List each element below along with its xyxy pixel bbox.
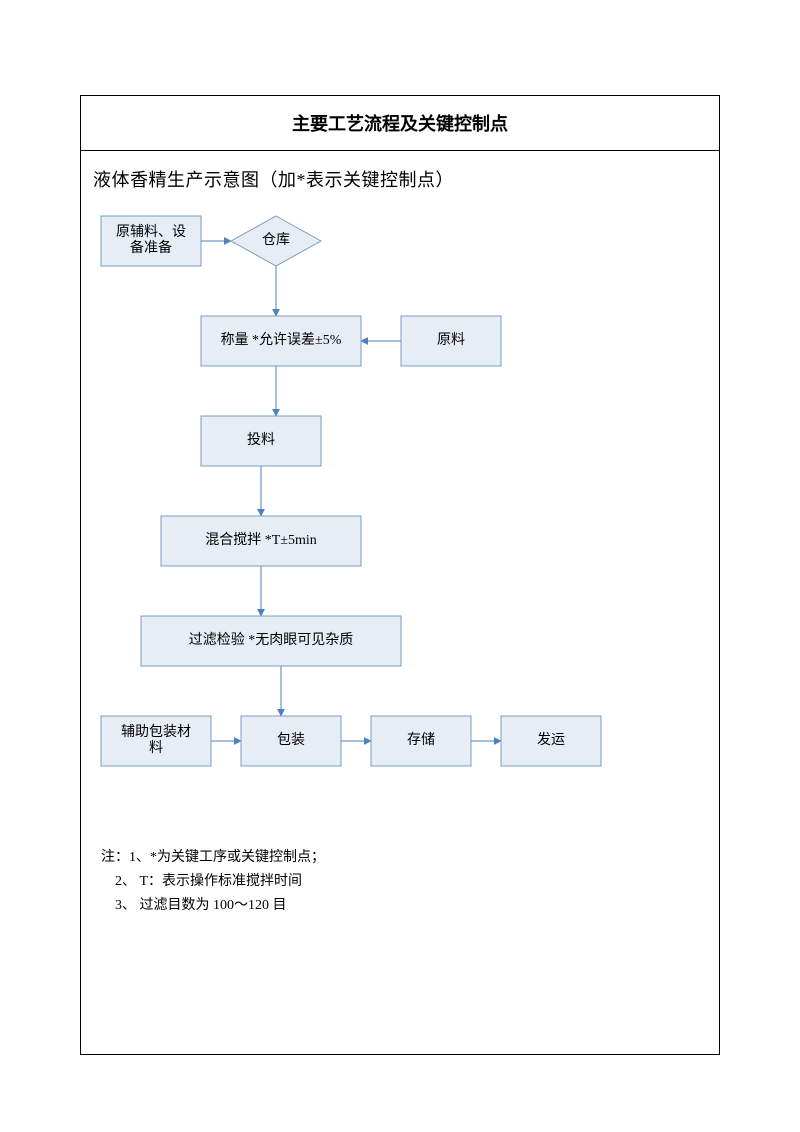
node-label: 辅助包装材 xyxy=(121,724,191,740)
node-label: 发运 xyxy=(537,732,565,748)
page-title: 主要工艺流程及关键控制点 xyxy=(81,96,719,151)
node-label: 原辅料、设 xyxy=(116,224,186,240)
flowchart: 原辅料、设备准备 仓库称量 *允许误差±5% 原料投料混合搅拌 *T±5min 过滤检… xyxy=(81,196,721,816)
node-filter: 过滤检验 *无肉眼可见杂质 xyxy=(141,616,401,666)
node-label: 料 xyxy=(149,740,163,756)
node-label: 存储 xyxy=(407,732,435,748)
node-feed: 投料 xyxy=(201,416,321,466)
node-label: 原料 xyxy=(437,332,465,348)
footnotes: 注：1、*为关键工序或关键控制点； 2、 T：表示操作标准搅拌时间 3、 过滤目… xyxy=(101,846,325,918)
node-store: 仓库 xyxy=(231,216,321,266)
page: 主要工艺流程及关键控制点 液体香精生产示意图（加*表示关键控制点） 原辅料、设备… xyxy=(0,0,800,1132)
node-weigh: 称量 *允许误差±5% xyxy=(201,316,361,366)
node-label: 备准备 xyxy=(130,239,172,256)
node-label: 过滤检验 *无肉眼可见杂质 xyxy=(189,632,354,648)
page-subtitle: 液体香精生产示意图（加*表示关键控制点） xyxy=(93,166,454,192)
node-save: 存储 xyxy=(371,716,471,766)
document-frame: 主要工艺流程及关键控制点 液体香精生产示意图（加*表示关键控制点） 原辅料、设备… xyxy=(80,95,720,1055)
footnote-1: 注：1、*为关键工序或关键控制点； xyxy=(101,846,325,870)
node-label: 称量 *允许误差±5% xyxy=(221,332,342,348)
footnote-3: 3、 过滤目数为 100～120 目 xyxy=(101,894,325,918)
node-label: 仓库 xyxy=(262,232,290,248)
node-mix: 混合搅拌 *T±5min xyxy=(161,516,361,566)
node-raw: 原料 xyxy=(401,316,501,366)
node-label: 投料 xyxy=(247,432,275,448)
node-label: 包装 xyxy=(277,732,305,748)
node-prep: 原辅料、设备准备 xyxy=(101,216,201,266)
node-label: 混合搅拌 *T±5min xyxy=(205,532,317,548)
node-ship: 发运 xyxy=(501,716,601,766)
node-pack: 包装 xyxy=(241,716,341,766)
node-pkgmat: 辅助包装材料 xyxy=(101,716,211,766)
footnote-2: 2、 T：表示操作标准搅拌时间 xyxy=(101,870,325,894)
